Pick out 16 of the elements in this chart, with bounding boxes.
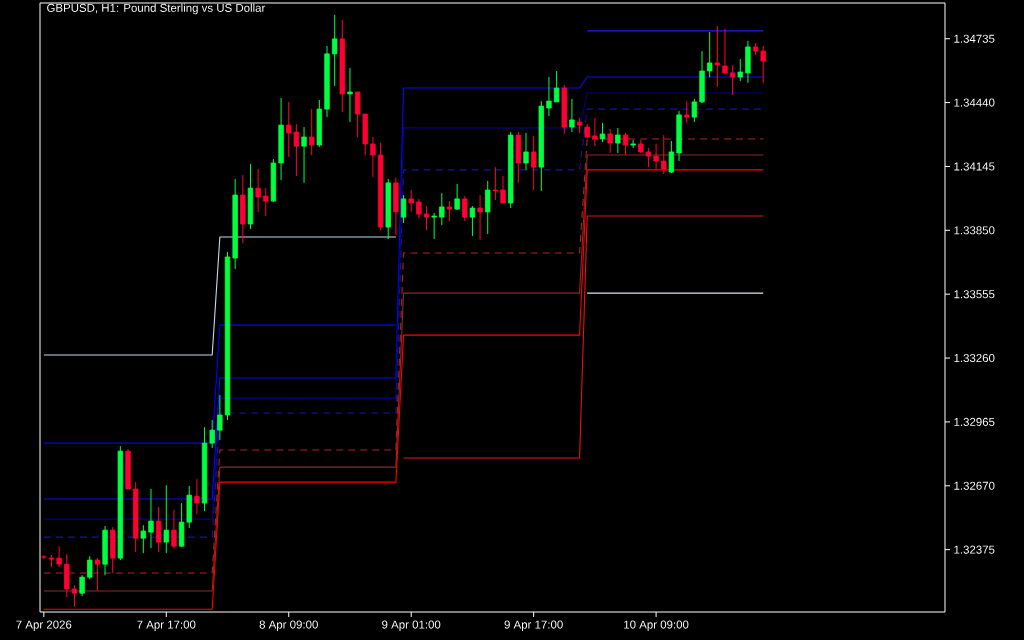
x-tick-label: 8 Apr 09:00 — [259, 620, 318, 631]
y-tick-label: 1.33555 — [954, 290, 995, 299]
y-tick-label: 1.34735 — [954, 34, 995, 43]
y-tick-label: 1.34145 — [954, 162, 995, 171]
x-tick-label: 10 Apr 09:00 — [624, 620, 689, 631]
y-tick-label: 1.34440 — [954, 98, 995, 107]
y-tick-label: 1.33850 — [954, 226, 995, 235]
x-tick-label: 9 Apr 17:00 — [504, 620, 563, 631]
x-tick-label: 7 Apr 17:00 — [137, 620, 196, 631]
y-tick-label: 1.32670 — [954, 481, 995, 490]
chart-title: GBPUSD, H1: Pound Sterling vs US Dollar — [47, 3, 266, 15]
x-tick-label: 7 Apr 2026 — [16, 620, 72, 631]
y-tick-label: 1.33260 — [954, 353, 995, 363]
y-tick-label: 1.32375 — [954, 545, 995, 554]
y-tick-label: 1.32965 — [954, 417, 995, 426]
x-tick-label: 9 Apr 01:00 — [382, 620, 441, 631]
